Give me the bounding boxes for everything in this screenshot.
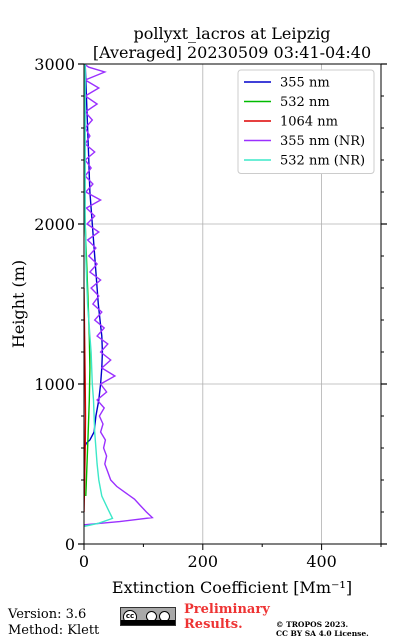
x-tick-label: 400 <box>306 552 337 571</box>
x-tick-label: 0 <box>79 552 89 571</box>
cc-logo-band <box>121 620 175 625</box>
preliminary-line1: Preliminary <box>184 602 270 617</box>
cc-license-logo: cc <box>120 607 176 626</box>
copyright-line1: © TROPOS 2023. <box>276 620 349 629</box>
y-tick-label: 2000 <box>34 215 75 234</box>
y-tick-label: 0 <box>65 535 75 554</box>
y-tick-label: 3000 <box>34 55 75 74</box>
legend-label: 355 nm <box>280 76 330 91</box>
x-tick-label: 200 <box>188 552 219 571</box>
method-text: Method: Klett <box>8 623 100 638</box>
x-axis-label: Extinction Coefficient [Mm⁻¹] <box>112 578 352 597</box>
axis-ticks: 0 200 400 0 1000 2000 3000 <box>34 55 387 571</box>
copyright-notice: © TROPOS 2023. CC BY SA 4.0 License. <box>276 620 369 638</box>
legend: 355 nm 532 nm 1064 nm 355 nm (NR) 532 nm (NR… <box>237 69 375 174</box>
version-text: Version: 3.6 <box>8 607 87 622</box>
preliminary-notice: Preliminary Results. <box>184 602 270 632</box>
legend-box <box>237 69 375 174</box>
series-line-355-nm-nr- <box>84 64 154 526</box>
version-info: Version: 3.6 Method: Klett <box>8 607 99 639</box>
chart-title-line2: [Averaged] 20230509 03:41-04:40 <box>93 43 371 62</box>
y-tick-label: 1000 <box>34 375 75 394</box>
copyright-line2: CC BY SA 4.0 License. <box>276 629 369 638</box>
legend-label: 532 nm <box>280 95 330 110</box>
profile-chart: pollyxt_lacros at Leipzig [Averaged] 202… <box>9 24 387 597</box>
preliminary-line2: Results. <box>184 617 243 632</box>
plot-series <box>84 64 154 528</box>
legend-label: 1064 nm <box>280 115 338 130</box>
series-line-1064-nm <box>84 287 87 513</box>
plot-frame <box>83 63 382 545</box>
legend-label: 355 nm (NR) <box>280 134 365 149</box>
chart-title-line1: pollyxt_lacros at Leipzig <box>133 24 330 43</box>
y-axis-label: Height (m) <box>9 260 28 348</box>
legend-label: 532 nm (NR) <box>280 154 365 169</box>
series-line-532-nm-nr- <box>84 64 114 528</box>
